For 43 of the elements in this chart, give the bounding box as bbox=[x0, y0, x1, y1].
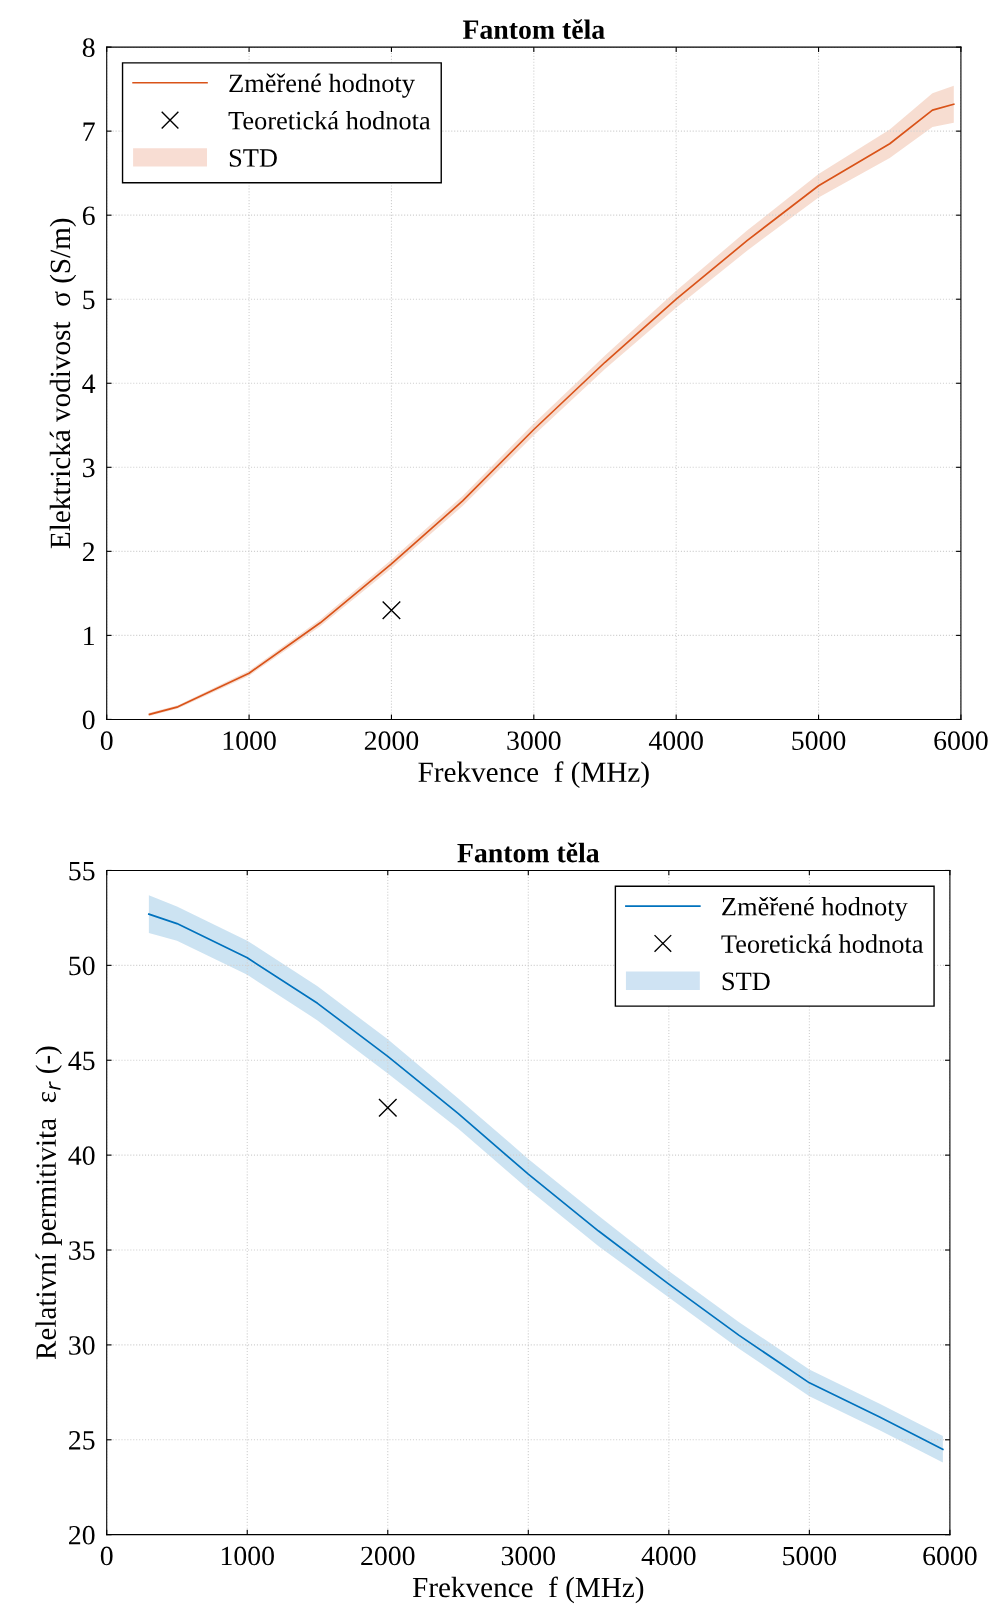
x-tick-label: 0 bbox=[100, 1546, 113, 1566]
x-tick-label: 5000 bbox=[783, 1546, 837, 1566]
y-tick-label: 0 bbox=[82, 710, 95, 730]
legend-label: STD bbox=[722, 972, 770, 991]
x-axis-title: Frekvence f (MHz) bbox=[412, 1576, 644, 1604]
x-tick-label: 6000 bbox=[923, 1546, 977, 1566]
chart-title: Fantom těla bbox=[457, 842, 600, 863]
legend-label: Teoretická hodnota bbox=[228, 110, 431, 130]
y-tick-label: 7 bbox=[83, 122, 95, 141]
x-tick-label: 1000 bbox=[221, 1546, 274, 1566]
y-axis-title: Elektrická vodivost σ (S/m) bbox=[49, 218, 77, 549]
x-tick-label: 4000 bbox=[641, 1546, 696, 1566]
legend-label: Teoretická hodnota bbox=[721, 934, 924, 953]
y-tick-label: 3 bbox=[83, 458, 95, 478]
y-tick-label: 35 bbox=[69, 1241, 95, 1260]
y-tick-label: 5 bbox=[83, 290, 95, 310]
y-tick-label: 25 bbox=[69, 1431, 95, 1450]
y-tick-label: 45 bbox=[68, 1051, 95, 1071]
y-tick-label: 4 bbox=[82, 374, 96, 393]
legend-label: Změřené hodnoty bbox=[229, 73, 415, 98]
x-tick-label: 2000 bbox=[361, 1546, 415, 1566]
y-tick-label: 8 bbox=[82, 38, 95, 58]
legend-label: STD bbox=[229, 149, 277, 167]
y-tick-label: 6 bbox=[82, 206, 95, 226]
x-tick-label: 3000 bbox=[507, 731, 561, 751]
x-tick-label: 2000 bbox=[364, 731, 419, 751]
x-axis-title: Frekvence f (MHz) bbox=[418, 761, 649, 789]
y-tick-label: 30 bbox=[69, 1336, 95, 1355]
x-tick-label: 3000 bbox=[501, 1546, 556, 1566]
y-tick-label: 50 bbox=[69, 956, 95, 976]
x-tick-label: 6000 bbox=[934, 731, 988, 751]
y-tick-label: 55 bbox=[69, 861, 95, 881]
y-tick-label: 20 bbox=[69, 1525, 95, 1545]
y-tick-label: 1 bbox=[84, 626, 94, 646]
x-tick-label: 0 bbox=[100, 731, 113, 751]
y-tick-label: 2 bbox=[82, 542, 95, 561]
chart-title: Fantom těla bbox=[462, 19, 605, 40]
x-tick-label: 5000 bbox=[792, 731, 846, 751]
y-tick-label: 40 bbox=[68, 1146, 95, 1166]
y-axis-title: Relativní permitivita ε$_{r}$ (-) bbox=[35, 1046, 62, 1360]
x-tick-label: 1000 bbox=[223, 731, 276, 751]
x-tick-label: 4000 bbox=[648, 731, 703, 751]
legend-label: Změřené hodnoty bbox=[722, 896, 908, 922]
